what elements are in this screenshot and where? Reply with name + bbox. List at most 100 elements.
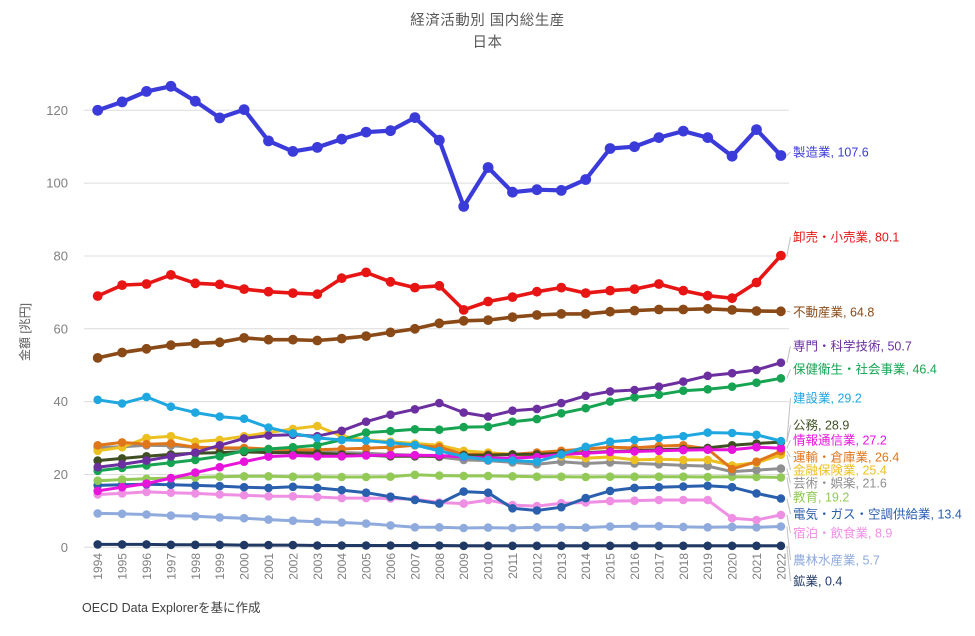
marker-electricity-gas-2021 (752, 489, 761, 498)
marker-real-estate-2005 (361, 331, 371, 341)
marker-agriculture-forestry-fisheries-1994 (93, 509, 102, 518)
series-line-manufacturing (92, 80, 787, 212)
leader-wholesale-retail (786, 236, 791, 256)
marker-construction-1994 (93, 395, 102, 405)
series-label-professional-scientific: 専門・科学技術, 50.7 (793, 339, 912, 354)
marker-information-communication-1996 (142, 479, 151, 488)
marker-mining-2013 (557, 541, 566, 551)
leader-arts-entertainment (786, 468, 791, 484)
marker-manufacturing-2004 (336, 133, 348, 145)
marker-real-estate-1994 (92, 353, 103, 363)
marker-information-communication-1994 (93, 486, 102, 496)
marker-agriculture-forestry-fisheries-1995 (117, 509, 127, 519)
marker-accommodation-food-2022 (776, 510, 786, 520)
marker-real-estate-2015 (605, 306, 615, 317)
marker-electricity-gas-2014 (581, 493, 590, 503)
series-label-construction: 建設業, 29.2 (793, 391, 862, 406)
marker-information-communication-2006 (386, 450, 395, 460)
marker-professional-scientific-2008 (435, 398, 444, 408)
series-label-mining: 鉱業, 0.4 (793, 574, 842, 589)
marker-professional-scientific-2007 (410, 405, 420, 414)
marker-education-2018 (679, 472, 688, 482)
marker-agriculture-forestry-fisheries-1998 (191, 512, 200, 521)
marker-health-social-2020 (727, 382, 737, 392)
marker-mining-2019 (703, 541, 712, 551)
x-tick-2003: 2003 (311, 553, 325, 580)
marker-electricity-gas-2020 (727, 482, 737, 492)
marker-professional-scientific-1994 (93, 462, 102, 472)
marker-professional-scientific-1997 (166, 452, 176, 461)
marker-education-2007 (410, 470, 420, 480)
marker-agriculture-forestry-fisheries-2000 (239, 513, 249, 523)
marker-information-communication-2004 (337, 452, 347, 461)
marker-wholesale-retail-2005 (361, 267, 371, 278)
marker-professional-scientific-1996 (142, 456, 151, 465)
marker-construction-1997 (166, 402, 176, 412)
marker-agriculture-forestry-fisheries-2019 (703, 523, 712, 532)
marker-real-estate-2014 (580, 309, 591, 319)
marker-construction-2000 (239, 414, 249, 424)
x-tick-2000: 2000 (238, 553, 252, 580)
marker-construction-2022 (776, 436, 786, 446)
marker-manufacturing-1995 (116, 96, 128, 108)
marker-professional-scientific-2010 (483, 412, 493, 421)
marker-agriculture-forestry-fisheries-2002 (288, 516, 298, 525)
marker-information-communication-2014 (581, 449, 590, 458)
marker-real-estate-2021 (751, 306, 762, 316)
y-tick-20: 20 (54, 467, 68, 482)
marker-construction-2009 (459, 452, 469, 461)
marker-electricity-gas-2019 (703, 481, 712, 491)
marker-agriculture-forestry-fisheries-2015 (605, 522, 615, 531)
marker-mining-2020 (727, 541, 737, 551)
marker-education-2008 (435, 471, 444, 480)
marker-mining-2021 (752, 541, 761, 551)
series-line-real-estate (92, 303, 786, 363)
marker-real-estate-2008 (434, 318, 445, 329)
leader-manufacturing (786, 151, 791, 156)
marker-arts-entertainment-2022 (776, 464, 786, 473)
x-tick-1999: 1999 (213, 553, 227, 580)
marker-manufacturing-2011 (507, 186, 518, 198)
marker-wholesale-retail-2016 (629, 284, 640, 294)
series-label-information-communication: 情報通信業, 27.2 (793, 433, 887, 448)
marker-mining-2000 (239, 540, 249, 550)
series-label-wholesale-retail: 卸売・小売業, 80.1 (793, 230, 899, 245)
marker-finance-insurance-2019 (703, 455, 712, 465)
marker-real-estate-2016 (629, 305, 640, 316)
marker-professional-scientific-2006 (386, 410, 395, 420)
marker-finance-insurance-2018 (679, 455, 688, 465)
marker-manufacturing-2015 (604, 143, 616, 154)
marker-professional-scientific-2021 (752, 365, 761, 375)
marker-agriculture-forestry-fisheries-2007 (410, 523, 420, 532)
marker-health-social-2005 (361, 428, 371, 437)
marker-transport-storage-1996 (142, 439, 151, 449)
marker-electricity-gas-2017 (654, 482, 664, 492)
y-tick-80: 80 (54, 248, 68, 263)
marker-accommodation-food-2020 (727, 513, 737, 523)
y-gridlines (84, 109, 789, 548)
marker-accommodation-food-2019 (703, 495, 712, 505)
marker-wholesale-retail-2022 (776, 250, 786, 261)
series-label-agriculture-forestry-fisheries: 農林水産業, 5.7 (793, 553, 880, 568)
marker-mining-2010 (483, 541, 493, 551)
marker-agriculture-forestry-fisheries-2011 (508, 523, 517, 533)
leader-transport-storage (786, 450, 791, 458)
marker-manufacturing-1998 (189, 95, 201, 107)
marker-real-estate-2013 (556, 309, 567, 319)
marker-construction-2016 (630, 435, 639, 445)
marker-mining-1999 (215, 540, 224, 550)
marker-information-communication-2016 (630, 447, 639, 456)
marker-education-1994 (93, 476, 102, 486)
marker-manufacturing-2020 (726, 150, 738, 162)
marker-real-estate-1998 (190, 338, 201, 349)
marker-accommodation-food-1998 (191, 489, 200, 498)
marker-health-social-2022 (776, 374, 786, 383)
marker-manufacturing-2003 (311, 142, 323, 153)
marker-real-estate-1996 (141, 343, 152, 354)
marker-public-administration-1994 (93, 456, 102, 465)
marker-construction-2008 (435, 446, 444, 456)
chart-title-line1: 経済活動別 国内総生産 (410, 13, 565, 29)
marker-finance-insurance-1996 (142, 433, 151, 443)
marker-mining-2006 (386, 541, 395, 550)
marker-wholesale-retail-2014 (580, 288, 591, 298)
